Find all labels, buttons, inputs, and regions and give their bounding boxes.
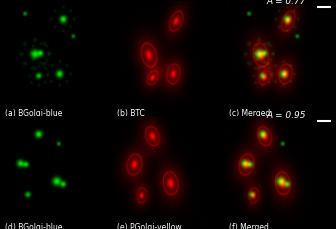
Text: A = 0.77: A = 0.77 bbox=[267, 0, 306, 6]
Text: A = 0.95: A = 0.95 bbox=[267, 111, 306, 120]
Text: (e) PGolgi-yellow: (e) PGolgi-yellow bbox=[117, 223, 181, 229]
Text: (f) Merged: (f) Merged bbox=[229, 223, 269, 229]
Text: (a) BGolgi-blue: (a) BGolgi-blue bbox=[5, 109, 62, 118]
Text: (d) BGolgi-blue: (d) BGolgi-blue bbox=[5, 223, 62, 229]
Text: (b) BTC: (b) BTC bbox=[117, 109, 145, 118]
Text: (c) Merged: (c) Merged bbox=[229, 109, 270, 118]
